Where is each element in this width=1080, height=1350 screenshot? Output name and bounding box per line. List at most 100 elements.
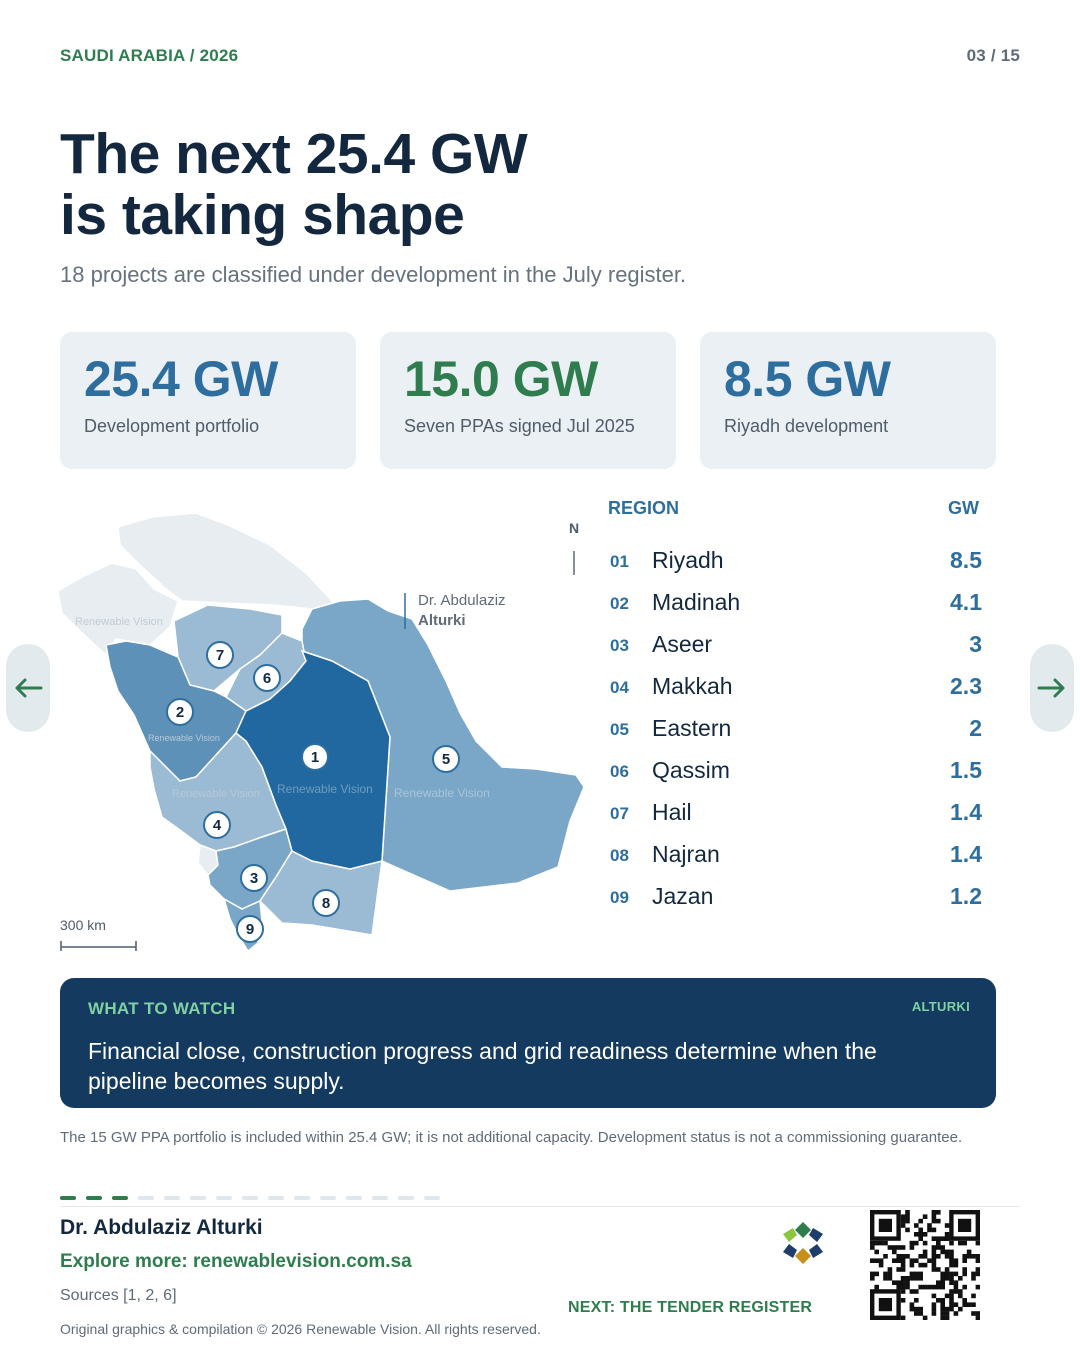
scale-bar <box>60 941 137 951</box>
row-number: 07 <box>610 804 629 823</box>
row-number: 09 <box>610 888 629 907</box>
page-number: 03 / 15 <box>966 46 1020 65</box>
kicker: SAUDI ARABIA / 2026 <box>60 46 239 65</box>
table-header-region: REGION <box>608 498 680 518</box>
page-title: The next 25.4 GW is taking shape <box>60 122 528 247</box>
row-gw: 1.4 <box>950 799 982 825</box>
progress-segment <box>60 1196 76 1200</box>
progress-segment <box>216 1196 232 1200</box>
progress-segment <box>164 1196 180 1200</box>
progress-segment <box>242 1196 258 1200</box>
map-marker-6[interactable]: 6 <box>253 664 281 692</box>
row-number: 05 <box>610 720 629 739</box>
table-row: 06 Qassim 1.5 <box>608 754 984 794</box>
callout-brand: ALTURKI <box>911 999 970 1014</box>
row-number: 06 <box>610 762 629 781</box>
compass-label: N <box>569 520 579 536</box>
next-topic-label[interactable]: NEXT: THE TENDER REGISTER <box>568 1299 813 1316</box>
map-marker-1[interactable]: 1 <box>301 743 329 771</box>
stat-card-ppa: 15.0 GW Seven PPAs signed Jul 2025 <box>380 332 676 469</box>
map-marker-2[interactable]: 2 <box>166 698 194 726</box>
row-region: Qassim <box>652 757 730 783</box>
row-region: Eastern <box>652 715 732 741</box>
table-row: 01 Riyadh 8.5 <box>608 544 984 584</box>
table-row: 09 Jazan 1.2 <box>608 880 984 920</box>
row-number: 04 <box>610 678 629 697</box>
row-number: 01 <box>610 552 629 571</box>
marker-label: 7 <box>216 647 224 664</box>
row-gw: 4.1 <box>950 589 982 615</box>
renewable-vision-logo <box>783 1222 823 1264</box>
arrow-left-icon <box>15 678 43 698</box>
row-gw: 8.5 <box>950 547 982 573</box>
footer-divider <box>60 1206 1020 1207</box>
row-gw: 2.3 <box>950 673 982 699</box>
map-watermark: Renewable Vision <box>148 733 220 743</box>
row-region: Riyadh <box>652 547 724 573</box>
row-region: Najran <box>652 841 720 867</box>
progress-segment <box>268 1196 284 1200</box>
row-region: Makkah <box>652 673 733 699</box>
footer-author: Dr. Abdulaziz Alturki <box>60 1216 263 1239</box>
arrow-right-icon <box>1037 678 1065 698</box>
stat-value: 15.0 GW <box>404 351 598 407</box>
subtitle: 18 projects are classified under develop… <box>60 262 687 287</box>
marker-label: 8 <box>322 895 330 912</box>
marker-label: 2 <box>176 704 184 721</box>
progress-segment <box>190 1196 206 1200</box>
table-header-gw: GW <box>948 498 979 518</box>
row-number: 03 <box>610 636 629 655</box>
sources-text: Sources [1, 2, 6] <box>60 1287 177 1304</box>
map-author-line-1: Dr. Abdulaziz <box>418 592 506 609</box>
map-marker-5[interactable]: 5 <box>432 745 460 773</box>
progress-segment <box>346 1196 362 1200</box>
progress-segment <box>320 1196 336 1200</box>
marker-label: 5 <box>442 751 450 768</box>
table-row: 02 Madinah 4.1 <box>608 586 984 626</box>
row-gw: 1.5 <box>950 757 982 783</box>
row-gw: 2 <box>969 715 982 741</box>
progress-segment <box>138 1196 154 1200</box>
row-region: Madinah <box>652 589 741 615</box>
region-map: Renewable Vision Renewable Vision Renewa… <box>57 512 585 953</box>
progress-segment <box>86 1196 102 1200</box>
row-region: Aseer <box>652 631 713 657</box>
stat-value: 8.5 GW <box>724 351 891 407</box>
row-gw: 1.4 <box>950 841 982 867</box>
map-marker-4[interactable]: 4 <box>203 811 231 839</box>
marker-label: 6 <box>263 670 271 687</box>
map-marker-8[interactable]: 8 <box>312 889 340 917</box>
marker-label: 3 <box>250 870 258 887</box>
map-watermark: Renewable Vision <box>394 786 490 800</box>
region-tabuk <box>57 562 179 657</box>
map-marker-9[interactable]: 9 <box>236 915 264 943</box>
table-row: 04 Makkah 2.3 <box>608 670 984 710</box>
stat-card-portfolio: 25.4 GW Development portfolio <box>60 332 356 469</box>
next-slide-button[interactable] <box>1030 644 1074 732</box>
table-row: 05 Eastern 2 <box>608 712 984 752</box>
map-watermark: Renewable Vision <box>75 616 163 628</box>
map-watermark: Renewable Vision <box>277 782 373 796</box>
scale-label: 300 km <box>60 917 106 933</box>
progress-segment <box>424 1196 440 1200</box>
footnote: The 15 GW PPA portfolio is included with… <box>60 1129 963 1146</box>
row-gw: 1.2 <box>950 883 982 909</box>
row-gw: 3 <box>969 631 982 657</box>
progress-segment <box>294 1196 310 1200</box>
title-line-1: The next 25.4 GW <box>60 122 528 186</box>
previous-slide-button[interactable] <box>6 644 50 732</box>
qr-code[interactable] <box>870 1210 980 1320</box>
map-marker-3[interactable]: 3 <box>240 864 268 892</box>
map-watermark: Renewable Vision <box>172 788 260 800</box>
stat-value: 25.4 GW <box>84 351 278 407</box>
explore-link[interactable]: Explore more: renewablevision.com.sa <box>60 1251 412 1272</box>
marker-label: 4 <box>213 817 222 834</box>
map-marker-7[interactable]: 7 <box>206 641 234 669</box>
table-row: 03 Aseer 3 <box>608 628 984 668</box>
row-number: 02 <box>610 594 629 613</box>
copyright-text: Original graphics & compilation © 2026 R… <box>60 1321 541 1337</box>
map-author-line-2: Alturki <box>418 612 466 629</box>
callout-label: WHAT TO WATCH <box>88 999 236 1018</box>
table-row: 08 Najran 1.4 <box>608 838 984 878</box>
title-line-2: is taking shape <box>60 183 465 247</box>
